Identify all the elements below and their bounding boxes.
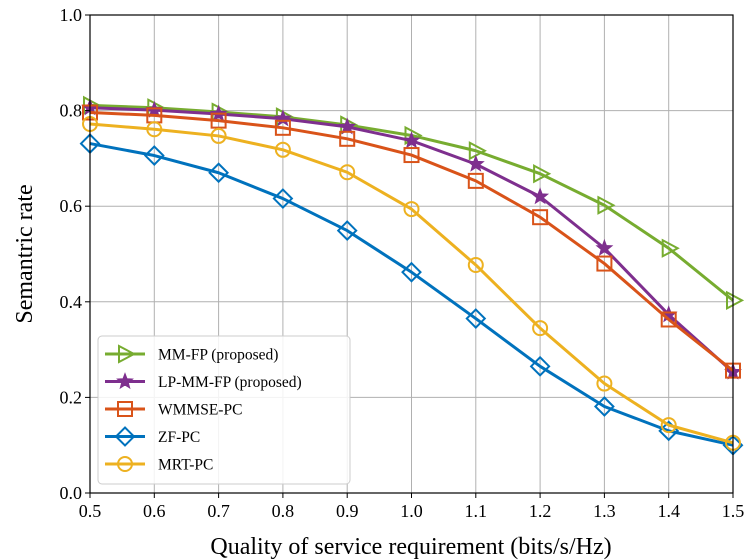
square-marker bbox=[274, 119, 291, 136]
star-marker bbox=[466, 154, 485, 172]
y-tick-label: 0.4 bbox=[60, 292, 83, 312]
circle-marker bbox=[146, 121, 163, 138]
diamond-marker bbox=[114, 426, 136, 447]
square-marker bbox=[467, 172, 484, 189]
diamond-marker bbox=[593, 396, 615, 417]
y-tick-label: 0.2 bbox=[60, 387, 83, 407]
x-tick-label: 1.4 bbox=[657, 501, 680, 521]
axis-ticks: 0.5 0.6 0.7 0.8 0.9 1.0 1.1 1.2 1.3 1.4 1.5 0.0 0.2 0… bbox=[60, 5, 745, 521]
series-circle bbox=[82, 115, 741, 451]
circle-marker bbox=[532, 320, 549, 337]
x-tick-label: 0.5 bbox=[79, 501, 102, 521]
legend-label: WMMSE-PC bbox=[158, 402, 242, 419]
triangle-right-marker bbox=[533, 164, 552, 184]
star-marker bbox=[338, 117, 357, 135]
square-marker bbox=[660, 311, 677, 328]
legend-entry: MM-FP (proposed) bbox=[105, 344, 278, 364]
square-marker bbox=[596, 255, 613, 272]
legend-label: MRT-PC bbox=[158, 457, 213, 474]
x-tick-label: 0.6 bbox=[143, 501, 166, 521]
triangle-right-marker bbox=[661, 238, 680, 258]
square-marker bbox=[117, 401, 133, 417]
circle-marker bbox=[660, 417, 677, 434]
legend-label: MM-FP (proposed) bbox=[158, 347, 278, 364]
square-marker bbox=[403, 147, 420, 164]
triangle-right-marker bbox=[468, 141, 487, 161]
x-tick-label: 1.3 bbox=[593, 501, 616, 521]
star-marker bbox=[273, 109, 292, 127]
legend-entry: ZF-PC bbox=[105, 426, 200, 447]
series-star bbox=[81, 98, 742, 380]
series-line bbox=[89, 111, 734, 372]
x-axis-title: Quality of service requirement (bits/s/H… bbox=[210, 534, 611, 560]
series-layer bbox=[79, 95, 745, 456]
x-tick-label: 0.8 bbox=[272, 501, 295, 521]
x-tick-label: 1.1 bbox=[465, 501, 488, 521]
circle-marker bbox=[210, 127, 227, 144]
star-marker bbox=[116, 372, 134, 390]
square-marker bbox=[210, 112, 227, 129]
y-tick-label: 0.0 bbox=[60, 483, 83, 503]
y-tick-label: 1.0 bbox=[60, 5, 83, 25]
star-marker bbox=[402, 131, 421, 149]
star-marker bbox=[531, 187, 550, 205]
square-marker bbox=[339, 130, 356, 147]
diamond-marker bbox=[465, 308, 487, 329]
legend-entry: MRT-PC bbox=[105, 456, 213, 474]
x-tick-label: 1.2 bbox=[529, 501, 552, 521]
x-tick-label: 1.0 bbox=[400, 501, 423, 521]
x-tick-label: 0.7 bbox=[207, 501, 230, 521]
circle-marker bbox=[596, 375, 613, 392]
circle-marker bbox=[403, 201, 420, 218]
triangle-right-marker bbox=[726, 290, 745, 311]
legend-box bbox=[97, 335, 351, 485]
diamond-marker bbox=[272, 188, 294, 209]
x-tick-label: 1.5 bbox=[722, 501, 745, 521]
legend-entry: WMMSE-PC bbox=[105, 401, 242, 419]
diamond-marker bbox=[529, 355, 551, 377]
legend-label: ZF-PC bbox=[158, 429, 200, 446]
series-line bbox=[89, 122, 734, 445]
legend: MM-FP (proposed) LP-MM-FP (proposed) WMMSE… bbox=[97, 335, 351, 485]
circle-marker bbox=[467, 256, 484, 273]
triangle-right-marker bbox=[118, 344, 137, 364]
triangle-right-marker bbox=[597, 195, 616, 215]
legend-label: LP-MM-FP (proposed) bbox=[158, 374, 302, 391]
star-marker bbox=[595, 238, 614, 256]
y-tick-label: 0.6 bbox=[60, 196, 83, 216]
circle-marker bbox=[339, 164, 356, 181]
y-tick-label: 0.8 bbox=[60, 101, 83, 121]
y-axis-title: Semantric rate bbox=[12, 184, 38, 323]
circle-marker bbox=[117, 456, 133, 472]
diamond-marker bbox=[401, 261, 422, 283]
circle-marker bbox=[274, 141, 291, 158]
square-marker bbox=[532, 209, 549, 226]
legend-entry: LP-MM-FP (proposed) bbox=[105, 372, 302, 391]
diamond-marker bbox=[143, 145, 165, 166]
diamond-marker bbox=[336, 220, 358, 241]
x-tick-label: 0.9 bbox=[336, 501, 359, 521]
diamond-marker bbox=[208, 162, 230, 184]
series-line bbox=[89, 142, 734, 447]
